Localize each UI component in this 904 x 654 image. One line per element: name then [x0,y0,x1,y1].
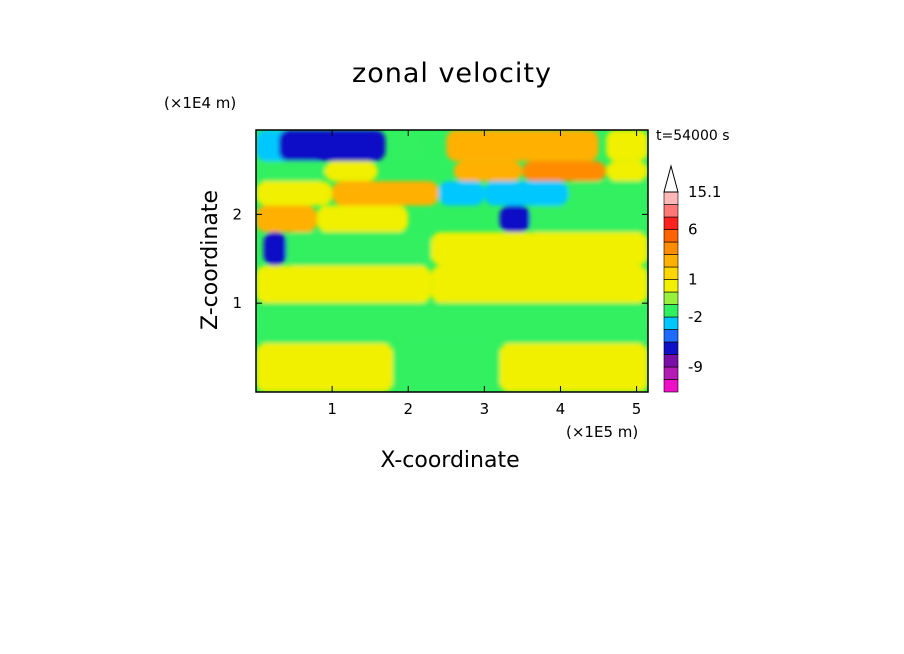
colorbar-segment [663,216,679,230]
x-exponent-label: (×1E5 m) [566,423,639,441]
field-band [499,205,531,233]
field-band [484,181,569,206]
x-axis-label: X-coordinate [380,448,520,473]
field-band [446,130,599,162]
field-band [256,205,317,233]
colorbar-segment [663,279,679,293]
field-band [256,265,432,304]
y-exponent-label: (×1E4 m) [164,94,237,112]
colorbar-segment [663,204,679,218]
colorbar-label: 1 [688,271,698,289]
field-band [499,343,648,392]
colorbar-segment [663,316,679,330]
field-band [530,205,648,233]
colorbar-segment [663,366,679,380]
colorbar-segment [663,304,679,318]
field-band [332,181,439,206]
field-band [256,343,394,392]
colorbar-segment [663,254,679,268]
x-tick-label: 5 [632,400,642,418]
colorbar-segment [663,229,679,243]
field-band [393,130,424,162]
field-band [606,130,648,162]
colorbar-label: -2 [688,308,703,326]
colorbar-segment [663,354,679,368]
colorbar-label: 15.1 [688,183,721,201]
plot-frame [255,129,649,393]
field-band [278,130,386,162]
x-axis: 1 2 3 4 5 [327,130,641,418]
field-band [316,205,409,233]
field-band [431,232,648,266]
x-tick-label: 1 [327,400,337,418]
colorbar: 15.1 6 1 -2 -9 [663,164,721,393]
field-band [324,161,378,182]
field-band [453,161,523,182]
colorbar-label: -9 [688,358,703,376]
field-band [438,181,485,206]
field-band [256,303,648,344]
field-band [606,161,648,182]
field-band [286,232,432,266]
colorbar-segment [663,341,679,355]
colorbar-segment [663,241,679,255]
x-tick-label: 2 [403,400,413,418]
colorbar-segment [663,379,679,393]
y-tick-label: 1 [232,294,242,312]
field-band [393,343,500,392]
field-band [568,181,648,206]
y-tick-label: 2 [232,205,242,223]
field-band [256,161,325,182]
colorbar-segment [663,291,679,305]
colorbar-segment [663,266,679,280]
field-band [263,232,287,266]
x-tick-label: 3 [480,400,490,418]
colorbar-segment [663,329,679,343]
time-label: t=54000 s [656,128,730,144]
y-axis: 12 [232,205,648,312]
field-band [256,181,333,206]
chart-title: zonal velocity [352,58,552,89]
field-band [522,161,607,182]
colorbar-segment [663,191,679,205]
field-band [431,265,648,304]
x-tick-label: 4 [556,400,566,418]
colorbar-label: 6 [688,221,698,239]
colorbar-extend-arrow [663,164,679,193]
contour-field [256,130,648,392]
